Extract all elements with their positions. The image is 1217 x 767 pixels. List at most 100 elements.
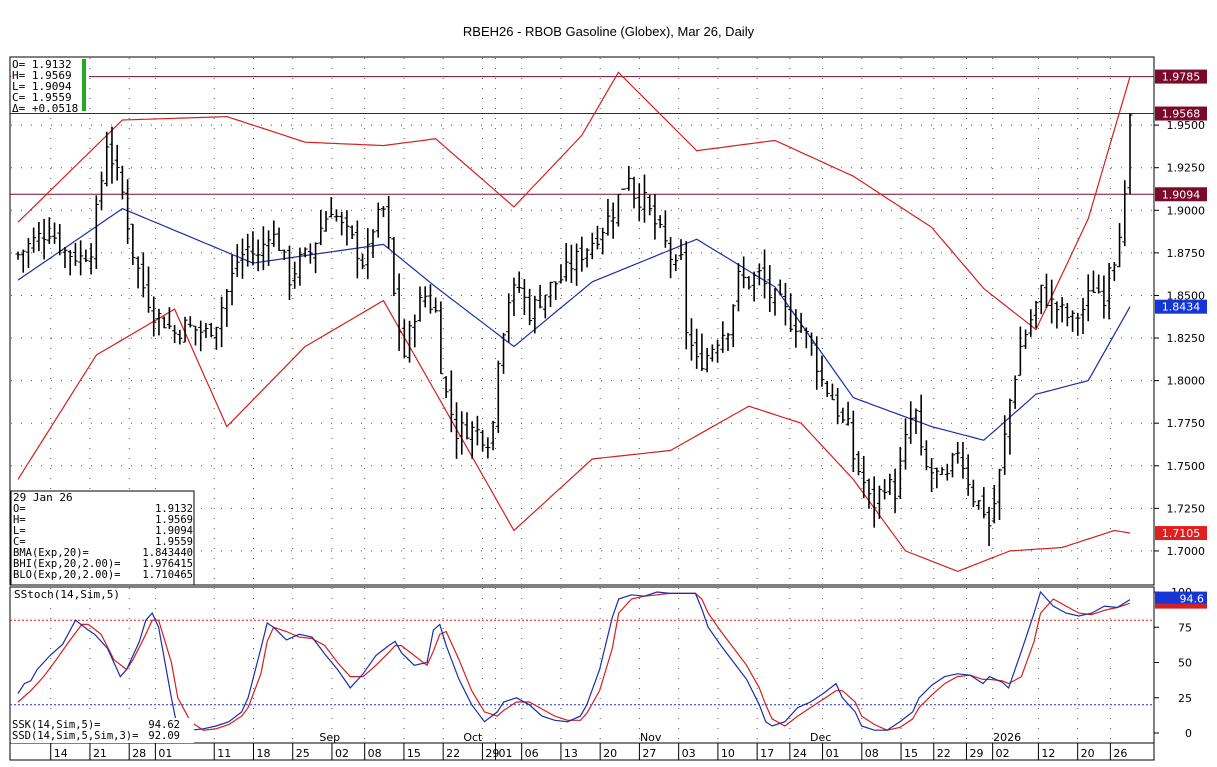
x-day-label: 27	[642, 747, 656, 760]
price-tag-box	[1155, 187, 1207, 202]
info-box-label: L=	[13, 525, 26, 537]
price-pane-frame	[9, 56, 1155, 586]
info-box-value: 1.9559	[155, 536, 193, 548]
price-tag-label: 1.9785	[1162, 71, 1201, 84]
price-tick-label: 1.8750	[1167, 247, 1206, 260]
x-day-label: 20	[603, 747, 617, 760]
x-month-label: Nov	[640, 731, 662, 744]
x-day-label: 14	[54, 747, 68, 760]
x-day-label: 22	[446, 747, 460, 760]
price-tick-label: 1.7000	[1167, 545, 1206, 558]
x-day-label: 02	[335, 747, 349, 760]
x-day-label: 21	[93, 747, 107, 760]
stoch-tick-label: 25	[1178, 692, 1192, 705]
x-day-label: 11	[217, 747, 231, 760]
x-day-label: 03	[682, 747, 696, 760]
ohlc-readout-line: O= 1.9132	[12, 58, 72, 71]
x-day-label: 25	[296, 747, 310, 760]
x-day-label: 15	[407, 747, 421, 760]
x-day-label: 01	[826, 747, 840, 760]
price-tag-box	[1155, 106, 1207, 121]
x-day-label: 29	[969, 747, 983, 760]
stoch-ssd-line	[17, 592, 1131, 731]
x-day-label: 29	[485, 747, 499, 760]
x-day-label: 01	[158, 747, 172, 760]
price-tick-label: 1.9500	[1167, 119, 1206, 132]
x-day-label: 08	[865, 747, 879, 760]
x-month-label: Oct	[463, 731, 483, 744]
x-day-label: 18	[256, 747, 270, 760]
price-tick-label: 1.7500	[1167, 460, 1206, 473]
info-box-value: 1.9094	[155, 525, 193, 537]
info-box-label: BHI(Exp,20,2.00)=	[13, 558, 120, 570]
price-tag-label: 1.8434	[1162, 301, 1201, 314]
price-tick-label: 1.8250	[1167, 332, 1206, 345]
x-day-label: 06	[525, 747, 539, 760]
x-day-label: 01	[499, 747, 513, 760]
bollinger-upper-line	[17, 71, 1131, 331]
info-box-label: O=	[13, 503, 26, 515]
x-day-label: 28	[132, 747, 146, 760]
x-day-label: 10	[721, 747, 735, 760]
x-day-label: 08	[368, 747, 382, 760]
price-tag-label: 1.9094	[1162, 188, 1201, 201]
info-box-value: 1.710465	[142, 569, 193, 581]
info-box-value: 1.9569	[155, 514, 193, 526]
x-day-label: 24	[793, 747, 807, 760]
x-month-label: Dec	[810, 731, 831, 744]
stoch-legend-value: 94.62	[148, 719, 180, 731]
price-tick-label: 1.9000	[1167, 204, 1206, 217]
ohlc-readout-range-bar	[82, 59, 86, 111]
x-day-label: 15	[904, 747, 918, 760]
stoch-tag-box	[1155, 591, 1207, 606]
bollinger-mid-line	[17, 207, 1131, 441]
stoch-tag-label: 94.6	[1180, 593, 1205, 606]
stoch-legend-bg	[11, 718, 194, 743]
stoch-legend-label: SSK(14,Sim,5)=	[12, 719, 101, 731]
x-month-label: 2026	[993, 731, 1021, 744]
ohlc-readout-bg	[11, 58, 89, 112]
ohlc-readout-line: L= 1.9094	[12, 80, 72, 93]
info-box-label: C=	[13, 536, 26, 548]
price-tick-label: 1.7250	[1167, 502, 1206, 515]
stoch-legend-label: SSD(14,Sim,5,Sim,3)=	[12, 730, 138, 742]
stoch-legend-value: 92.09	[148, 730, 180, 742]
price-tag-box	[1155, 526, 1207, 541]
info-box-value: 1.9132	[155, 503, 193, 515]
x-day-label: 12	[1041, 747, 1055, 760]
info-box-date: 29 Jan 26	[13, 491, 73, 504]
x-axis-frame	[9, 742, 1155, 761]
info-box-value: 1.843440	[142, 547, 193, 559]
x-day-label: 13	[564, 747, 578, 760]
bollinger-lower-line	[17, 299, 1131, 573]
ohlc-readout-line: H= 1.9569	[12, 69, 72, 82]
info-box-value: 1.976415	[142, 558, 193, 570]
price-tick-label: 1.7750	[1167, 417, 1206, 430]
x-day-label: 02	[996, 747, 1010, 760]
x-month-label: Sep	[319, 731, 340, 744]
stoch-tick-label: 0	[1185, 727, 1192, 740]
price-tick-label: 1.9250	[1167, 162, 1206, 175]
stoch-tick-label: 50	[1178, 657, 1192, 670]
price-tag-box	[1155, 69, 1207, 84]
chart-title: RBEH26 - RBOB Gasoline (Globex), Mar 26,…	[462, 24, 755, 39]
info-box-label: BMA(Exp,20)=	[13, 547, 89, 559]
x-day-label: 20	[1081, 747, 1095, 760]
price-tag-label: 1.7105	[1162, 527, 1201, 540]
stoch-tick-label: 75	[1178, 621, 1192, 634]
info-box-label: H=	[13, 514, 26, 526]
price-tag-box	[1155, 299, 1207, 314]
price-tag-label: 1.9568	[1162, 108, 1201, 121]
ohlc-readout-line: C= 1.9559	[12, 91, 72, 104]
x-day-label: 17	[760, 747, 774, 760]
stoch-label: SStoch(14,Sim,5)	[14, 588, 120, 601]
stoch-ssk-line	[17, 590, 1131, 731]
ohlc-readout-line: Δ= +0.0518	[12, 102, 78, 115]
info-box	[10, 490, 195, 586]
price-tick-label: 1.8000	[1167, 375, 1206, 388]
info-box-label: BLO(Exp,20,2.00)=	[13, 569, 120, 581]
x-day-label: 26	[1113, 747, 1127, 760]
stoch-tag-ssd-strip	[1155, 603, 1207, 609]
